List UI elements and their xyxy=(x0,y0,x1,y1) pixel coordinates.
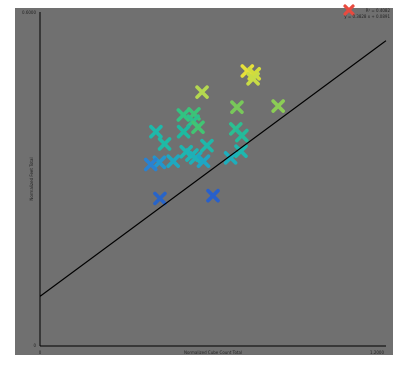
data-point-marker xyxy=(176,124,191,139)
plot-area xyxy=(15,8,393,355)
data-point-marker xyxy=(206,188,220,203)
x-axis-title: Normalized Cube Count Total xyxy=(184,350,242,355)
trendline xyxy=(39,40,387,297)
data-point-marker xyxy=(153,191,167,206)
data-point-marker xyxy=(149,124,163,139)
data-point-marker xyxy=(191,120,205,135)
legend: R² = 0.4082 y = 0.3828 x + 0.0891 xyxy=(343,4,391,19)
x-tick-label-min: 0 xyxy=(39,350,42,355)
data-point-marker xyxy=(176,108,191,122)
data-point-marker xyxy=(195,85,209,99)
data-point-marker xyxy=(230,100,244,114)
data-point-marker xyxy=(200,138,214,153)
data-point-marker xyxy=(235,128,249,143)
x-tick-label-max: 1.2000 xyxy=(370,350,384,355)
legend-marker-icon xyxy=(343,4,355,16)
legend-equation: y = 0.3828 x + 0.0891 xyxy=(344,14,390,19)
data-point-marker xyxy=(271,99,285,113)
data-point-marker xyxy=(166,154,181,168)
y-tick-label-min: 0 xyxy=(33,343,36,348)
data-point-marker xyxy=(223,151,238,165)
legend-r-squared: R² = 0.4082 xyxy=(366,8,391,13)
data-point-marker xyxy=(143,157,158,172)
data-point-marker xyxy=(157,137,172,151)
y-tick-label-max: 0.6000 xyxy=(22,10,36,15)
axis-ticks: 0.6000 00 1.2000 xyxy=(22,10,384,355)
data-point-marker xyxy=(196,154,211,168)
chart-marks xyxy=(143,64,285,206)
data-point-marker xyxy=(246,72,260,86)
y-axis-title: Normalized Feet Total xyxy=(29,157,34,200)
data-point-marker xyxy=(234,144,248,158)
